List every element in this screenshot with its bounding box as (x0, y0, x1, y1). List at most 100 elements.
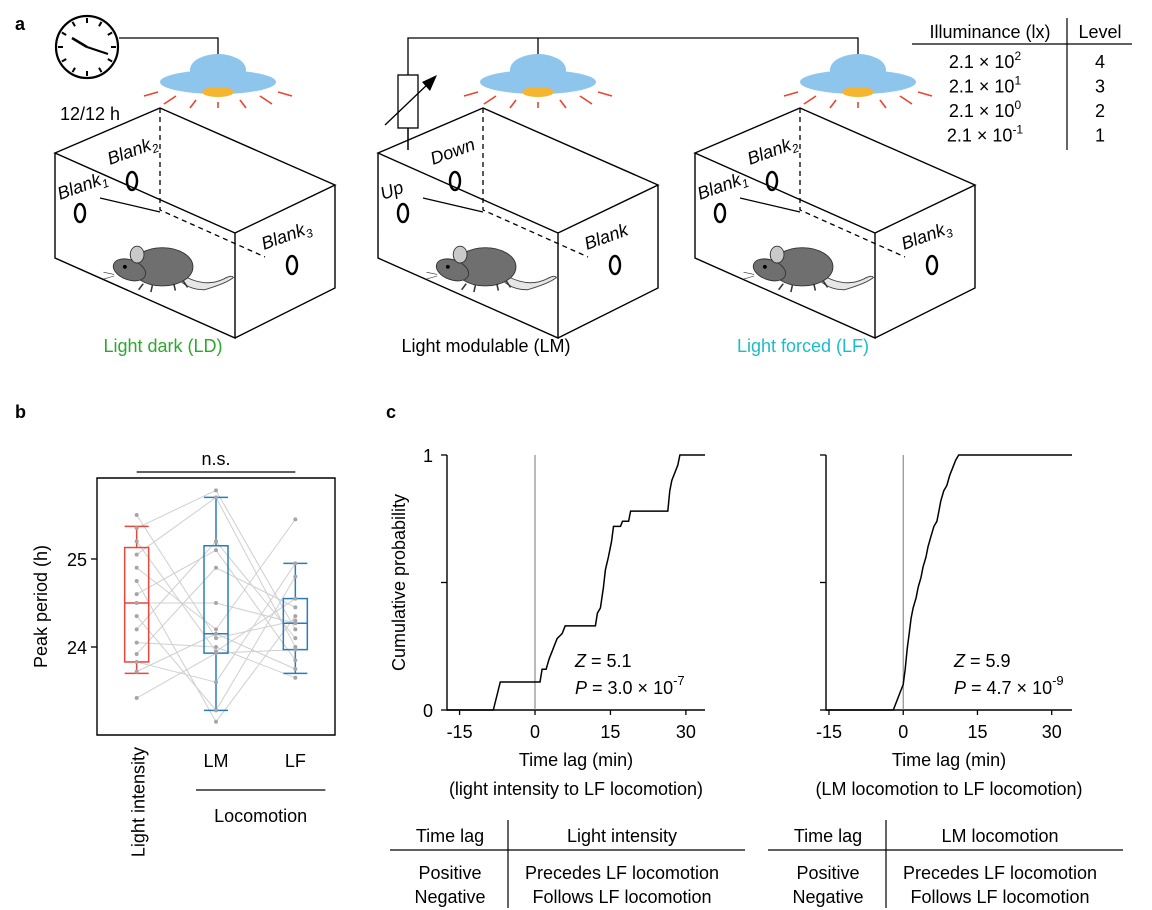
table-cell: Precedes LF locomotion (525, 863, 719, 883)
divider (99, 197, 161, 213)
y-tick-label: 0 (423, 701, 433, 721)
subject-point (293, 636, 298, 641)
subject-line (136, 541, 217, 652)
subject-point (134, 578, 139, 583)
x-tick-label: LM (203, 751, 228, 771)
subject-line (215, 541, 296, 639)
stat-symbol: Z (574, 651, 587, 671)
illuminance-base: 2.1 × 10 (947, 126, 1013, 146)
lamp (463, 53, 613, 109)
subject-point (214, 636, 218, 641)
stat-value: = 5.9 (965, 651, 1011, 671)
subject-point (134, 600, 139, 605)
subject-point (214, 708, 218, 713)
clock (54, 14, 120, 80)
y-axis-label: Peak period (h) (31, 545, 51, 668)
table-header: Time lag (416, 826, 484, 846)
window-label: Blank3 (259, 217, 316, 256)
subject-line (215, 567, 296, 608)
window-label-sub: 1 (740, 176, 751, 191)
mouse (102, 245, 235, 293)
subject-point (134, 592, 139, 597)
chamber-outline (376, 107, 660, 340)
subject-line (136, 549, 217, 595)
window-hole (285, 254, 299, 276)
subject-point (134, 539, 139, 544)
window-label: Blank1 (55, 167, 111, 206)
subject-line (136, 661, 217, 683)
stat-annotation: P = 4.7 × 10-9 (954, 673, 1064, 698)
x-tick-label: Light intensity (129, 747, 149, 857)
table-cell: Positive (418, 863, 481, 883)
subject-line (136, 567, 217, 655)
subject-point (134, 614, 139, 619)
stat-exponent: -9 (1052, 673, 1064, 688)
subject-point (293, 621, 298, 626)
subject-point (214, 539, 218, 544)
chamber-caption: Light forced (LF) (737, 336, 869, 356)
table-cell: 2.1 × 10-1 (947, 123, 1024, 146)
subject-point (214, 548, 218, 553)
window-hole (765, 170, 779, 192)
table-header: LM locomotion (941, 826, 1058, 846)
table-cell: Positive (796, 863, 859, 883)
chamber-caption: Light modulable (LM) (401, 336, 570, 356)
stat-symbol: Z (953, 651, 966, 671)
stat-symbol: P (575, 678, 587, 698)
y-tick-label: 24 (67, 638, 87, 658)
table-cell: Negative (414, 887, 485, 907)
clock-tick (107, 58, 113, 63)
stat-annotation: P = 3.0 × 10-7 (575, 673, 685, 698)
window-label-text: Up (378, 177, 406, 204)
table-cell: 2.1 × 102 (949, 49, 1022, 72)
mouse (742, 245, 875, 293)
illuminance-base: 2.1 × 10 (949, 77, 1015, 97)
window-hole (448, 170, 462, 192)
subject-point (134, 659, 139, 664)
table-cell: 2.1 × 100 (949, 98, 1022, 121)
table-cell: Follows LF locomotion (910, 887, 1089, 907)
clock-tick (107, 31, 113, 36)
table-header: Light intensity (567, 826, 677, 846)
table-cell: 4 (1095, 52, 1105, 72)
window-hole (125, 170, 139, 192)
window-label: Blank (582, 219, 632, 254)
stat-exponent: -7 (673, 673, 685, 688)
x-tick-label: LF (285, 751, 306, 771)
window-label: Up (378, 177, 406, 204)
window-hole (73, 202, 87, 224)
window-hole (396, 202, 410, 224)
subject-line (136, 489, 217, 529)
subject-line (215, 602, 296, 624)
subject-point (293, 605, 298, 610)
subject-point (293, 675, 298, 680)
x-axis-subtitle: (LM locomotion to LF locomotion) (815, 779, 1082, 799)
chamber: Up Down Blank (376, 107, 660, 340)
x-tick-label: 15 (967, 722, 987, 742)
y-axis-label: Cumulative probability (389, 494, 409, 671)
window-label-text: Blank (899, 219, 949, 254)
subject-point (214, 651, 218, 656)
chamber-outline (53, 107, 337, 340)
x-tick-label: 15 (600, 722, 620, 742)
y-tick-label: 1 (423, 446, 433, 466)
mouse (425, 245, 558, 293)
subject-line (215, 549, 296, 661)
subject-point (293, 614, 298, 619)
window-label: Blank2 (745, 132, 802, 171)
window-label-text: Down (428, 134, 478, 169)
significance-label: n.s. (201, 449, 230, 469)
clock-tick (98, 21, 103, 27)
illuminance-table-lines (912, 18, 1132, 150)
stat-value: = 3.0 × 10 (587, 678, 673, 698)
stat-value: = 5.1 (586, 651, 632, 671)
clock-label: 12/12 h (60, 104, 120, 124)
subject-point (214, 680, 218, 685)
subject-line (136, 541, 217, 630)
subject-point (293, 561, 298, 566)
subject-point (214, 631, 218, 636)
resistor-arrowhead (422, 75, 437, 91)
